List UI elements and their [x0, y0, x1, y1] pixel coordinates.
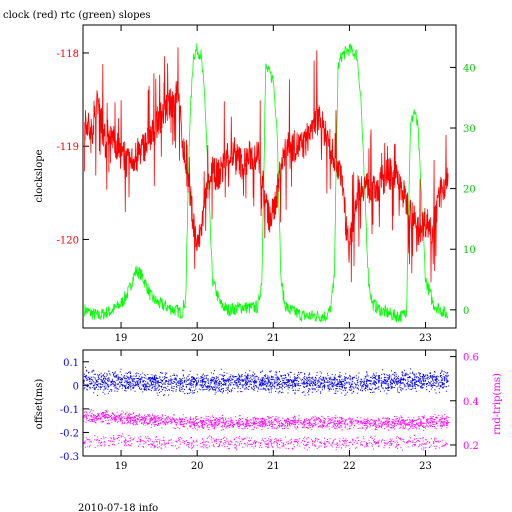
top-x-ticks: 19 20 21 22 23: [115, 25, 432, 344]
bottom-y-left-tick-label: -0.3: [60, 452, 79, 463]
bottom-x-tick-label: 21: [267, 461, 280, 472]
bottom-y-right-tick-label: 0.4: [463, 397, 479, 408]
top-y-right-tick-label: 30: [463, 124, 476, 135]
top-x-tick-label: 19: [115, 333, 128, 344]
top-x-tick-label: 23: [419, 333, 432, 344]
bottom-y-left-tick-label: -0.1: [60, 405, 79, 416]
top-y-right-tick-label: 10: [463, 245, 476, 256]
bottom-y-right-ticks: 0.6 0.4 0.2: [450, 353, 479, 452]
top-y-right-tick-label: 20: [463, 185, 476, 196]
bottom-plot-frame: [82, 349, 457, 457]
top-y-left-ticks: -118 -119 -120: [57, 49, 89, 246]
top-y-right-ticks: 0 10 20 30 40: [450, 63, 476, 317]
bottom-panel: 19 20 21 22 23 0.1 0 -0.1 -0.2 -0.3 0.6 0.4 0.2 of…: [34, 349, 503, 472]
top-ylabel-left: clockslope: [34, 149, 45, 202]
bottom-ylabel-left: offset(ms): [34, 379, 45, 430]
top-y-right-tick-label: 0: [463, 306, 469, 317]
bottom-series: [83, 366, 450, 451]
bottom-y-left-tick-label: 0.1: [63, 358, 79, 369]
top-y-right-tick-label: 40: [463, 63, 476, 74]
top-y-left-tick-label: -119: [57, 142, 79, 153]
top-plot-frame: [82, 24, 457, 329]
bottom-x-tick-label: 20: [191, 461, 204, 472]
bottom-y-right-tick-label: 0.6: [463, 353, 479, 364]
top-y-left-tick-label: -120: [57, 235, 79, 246]
bottom-x-tick-label: 19: [115, 461, 128, 472]
offset-scatter: [83, 366, 450, 396]
bottom-ylabel-right: rnd-trip(ms): [492, 373, 503, 435]
top-x-tick-label: 22: [343, 333, 356, 344]
top-x-tick-label: 20: [191, 333, 204, 344]
bottom-x-ticks: 19 20 21 22 23: [115, 350, 432, 472]
rtc-series-line: [84, 43, 449, 323]
bottom-y-left-ticks: 0.1 0 -0.1 -0.2 -0.3: [60, 358, 89, 463]
top-panel: 19 20 21 22 23 -118 -119 -120 0 10 20 30 40 clocks…: [34, 24, 476, 344]
footer-date: 2010-07-18 info: [78, 503, 158, 512]
bottom-y-left-tick-label: 0: [73, 381, 79, 392]
top-x-tick-label: 21: [267, 333, 280, 344]
rndtrip-scatter: [83, 408, 450, 451]
top-series: [84, 43, 449, 323]
chart-title: clock (red) rtc (green) slopes: [3, 10, 151, 21]
bottom-x-tick-label: 22: [343, 461, 356, 472]
bottom-y-right-tick-label: 0.2: [463, 441, 479, 452]
bottom-y-left-tick-label: -0.2: [60, 428, 79, 439]
top-y-left-tick-label: -118: [57, 49, 79, 60]
clock-series-line: [84, 47, 449, 283]
bottom-x-tick-label: 23: [419, 461, 432, 472]
